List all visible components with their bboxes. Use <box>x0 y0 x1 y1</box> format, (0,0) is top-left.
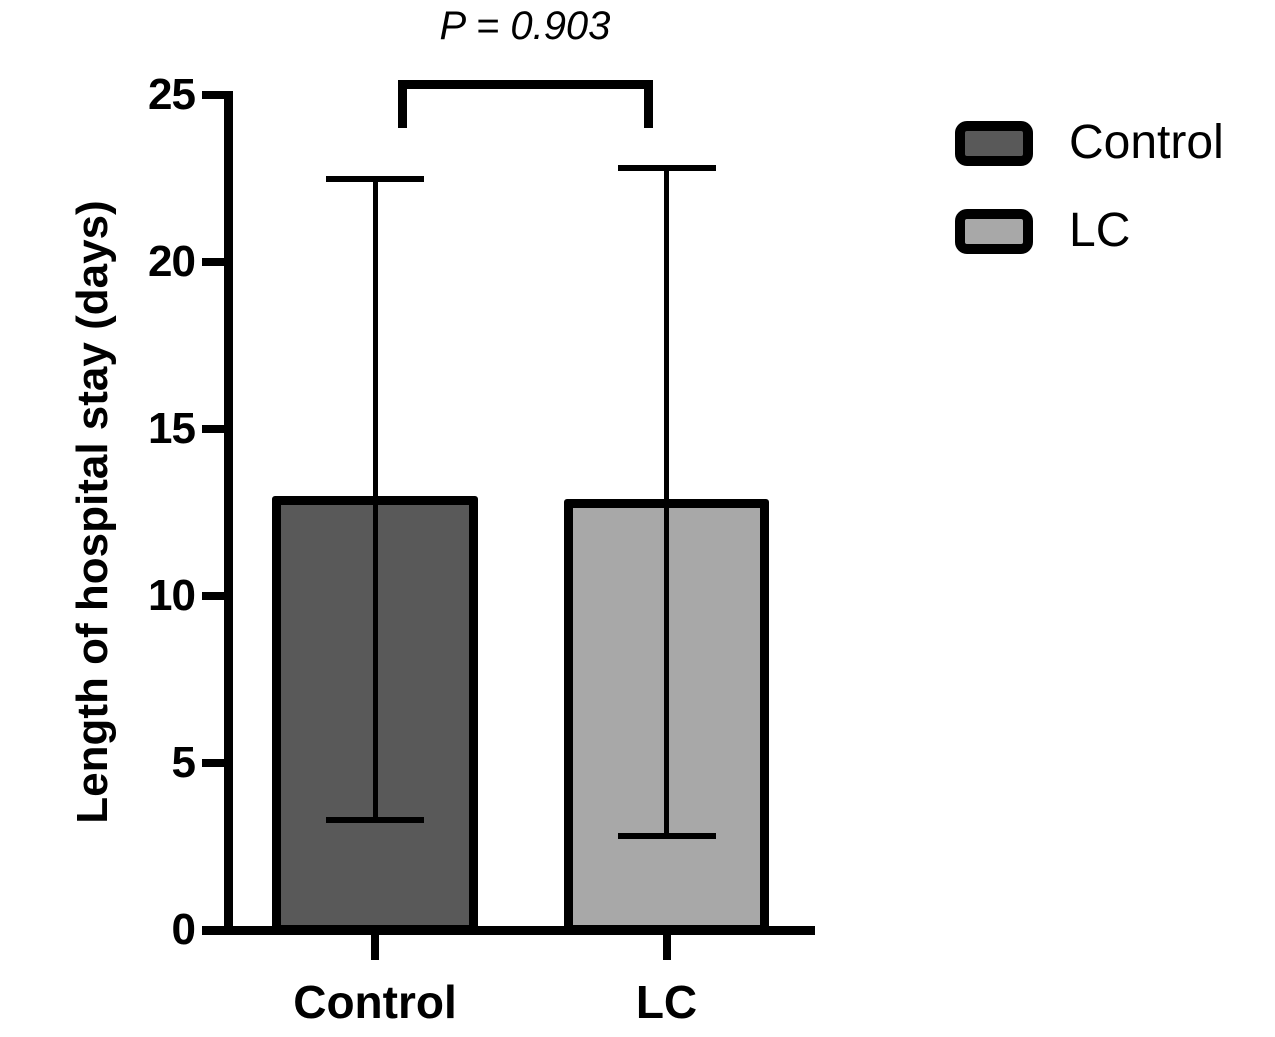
error-bar-cap-bottom-lc <box>617 833 716 840</box>
error-bar-cap-bottom-control <box>326 816 424 823</box>
legend-swatch-lc <box>955 208 1033 254</box>
error-bar-line-control <box>372 178 378 820</box>
y-tick <box>202 759 224 767</box>
error-bar-line-lc <box>664 168 669 837</box>
y-axis-line <box>224 91 233 935</box>
y-tick-label: 0 <box>171 905 196 954</box>
x-tick-label-control: Control <box>293 976 457 1028</box>
y-tick-label: 25 <box>148 70 196 119</box>
legend-item-control: Control <box>955 117 1224 169</box>
y-tick-label: 10 <box>148 571 196 620</box>
x-tick-control <box>371 935 379 960</box>
x-tick-lc <box>662 935 671 960</box>
legend-swatch-control <box>955 120 1033 166</box>
y-axis-title: Length of hospital stay (days) <box>68 200 117 824</box>
y-tick <box>202 592 224 600</box>
y-tick-label: 20 <box>148 237 196 286</box>
significance-bracket <box>398 80 653 128</box>
y-tick-label: 15 <box>148 404 196 453</box>
p-value-label: P = 0.903 <box>439 4 611 48</box>
y-tick <box>202 258 224 266</box>
x-tick-label-lc: LC <box>635 976 698 1028</box>
legend-label-lc: LC <box>1069 204 1131 257</box>
error-bar-cap-top-lc <box>617 165 716 172</box>
legend-item-lc: LC <box>955 205 1130 257</box>
y-tick <box>202 926 224 934</box>
y-tick-label: 5 <box>171 738 196 787</box>
y-tick <box>202 91 224 99</box>
error-bar-cap-top-control <box>326 175 424 182</box>
x-axis-line <box>202 926 815 935</box>
y-tick <box>202 425 224 433</box>
legend-label-control: Control <box>1069 116 1224 169</box>
